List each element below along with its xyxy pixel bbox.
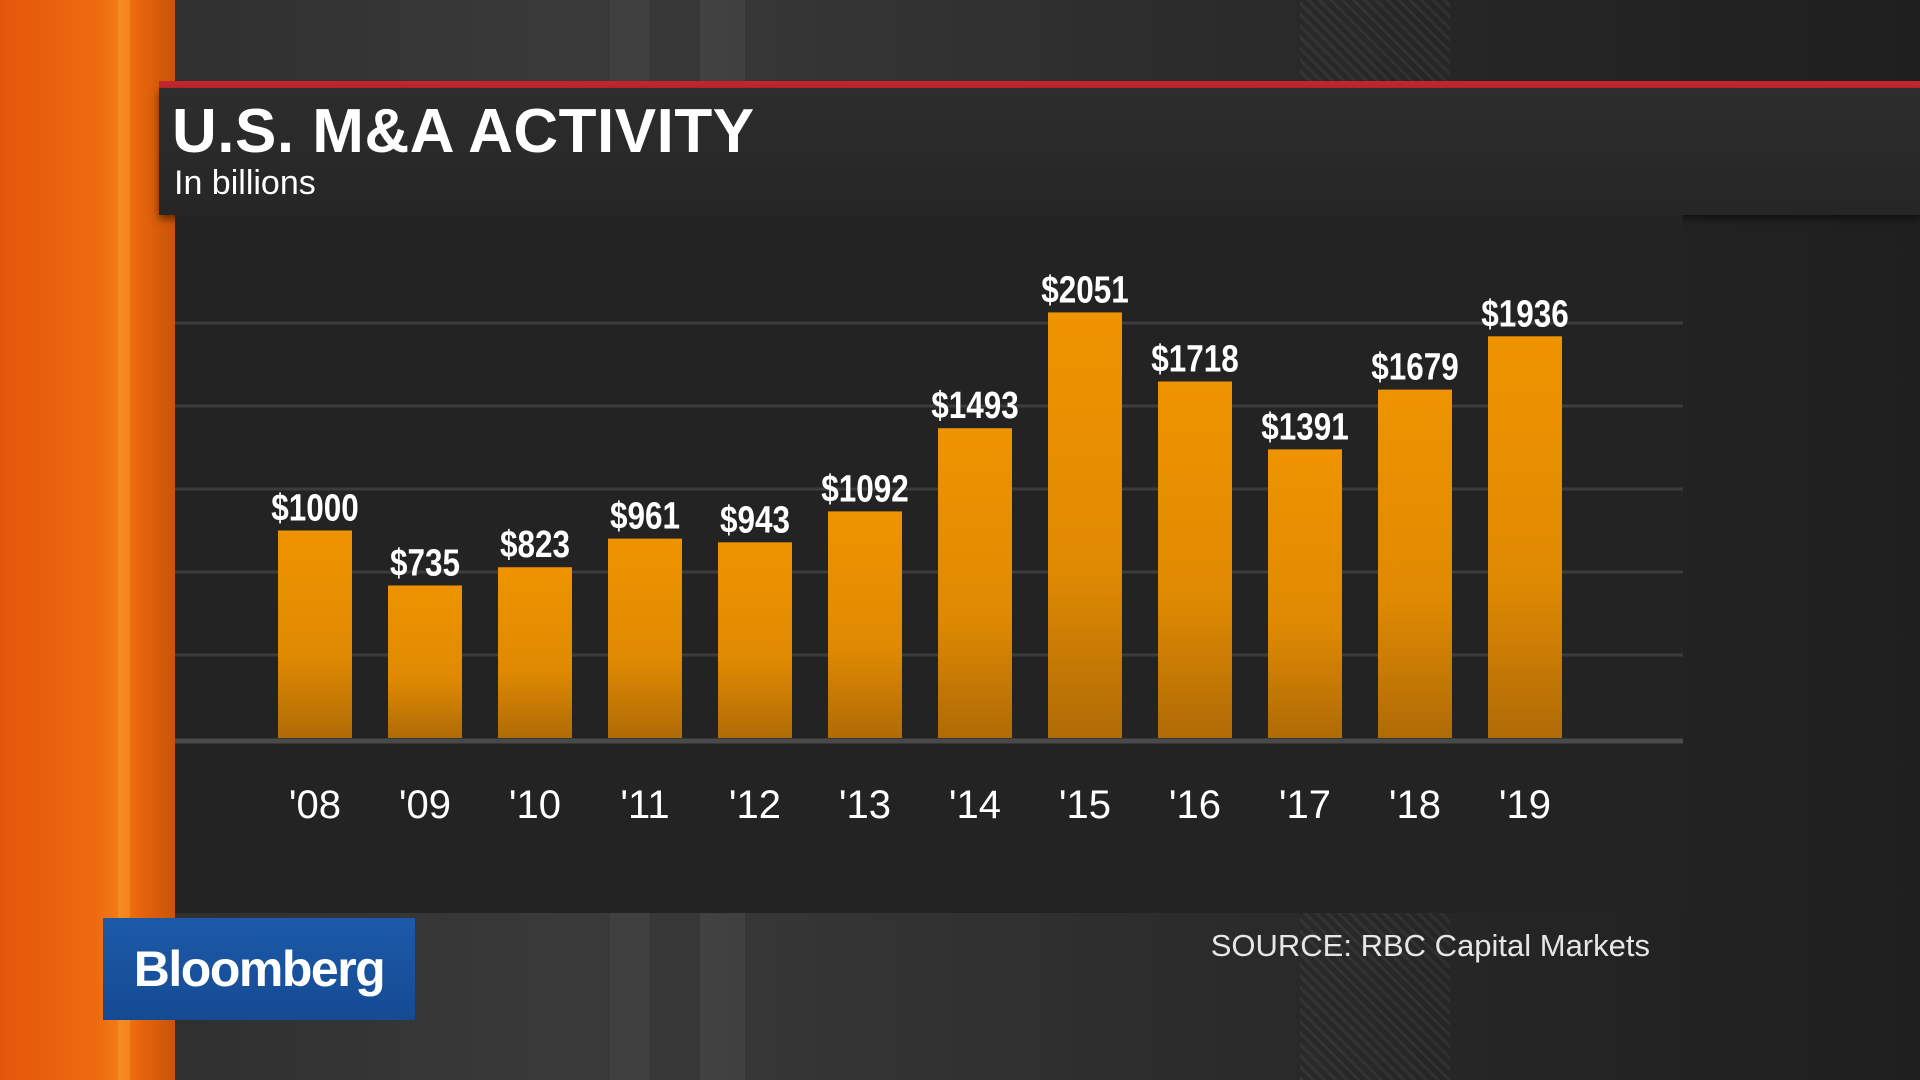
bar-17 xyxy=(1268,449,1342,738)
data-label: $1936 xyxy=(1481,293,1569,335)
bar-13 xyxy=(828,511,902,738)
bloomberg-logo-text: Bloomberg xyxy=(133,941,386,997)
title-accent-line xyxy=(159,81,1920,88)
x-tick-label: '15 xyxy=(1059,783,1111,827)
x-tick-labels: '08 '09 '10 '11 '12 '13 '14 '15 '16 '17 '18 '19 xyxy=(289,783,1551,827)
data-label: $1679 xyxy=(1371,347,1459,389)
x-tick-label: '12 xyxy=(729,783,781,827)
data-label: $1718 xyxy=(1151,339,1239,381)
bar-15 xyxy=(1048,312,1122,738)
x-tick-label: '14 xyxy=(949,783,1001,827)
bars xyxy=(278,312,1562,738)
bar-chart: $1000 $735 $823 $961 $943 $1092 $1493 $2051 $171… xyxy=(175,269,1683,827)
data-labels: $1000 $735 $823 $961 $943 $1092 $1493 $2051 $171… xyxy=(271,269,1569,584)
data-label: $961 xyxy=(610,496,680,538)
x-tick-label: '19 xyxy=(1499,783,1551,827)
bar-09 xyxy=(388,585,462,738)
data-label: $1391 xyxy=(1261,406,1349,448)
data-label: $735 xyxy=(390,542,460,584)
x-tick-label: '09 xyxy=(399,783,451,827)
data-label: $823 xyxy=(500,524,570,566)
source-note: SOURCE: RBC Capital Markets xyxy=(1210,928,1650,963)
bar-18 xyxy=(1378,389,1452,738)
title-panel xyxy=(159,88,1920,215)
x-tick-label: '16 xyxy=(1169,783,1221,827)
data-label: $1092 xyxy=(821,468,909,510)
x-tick-label: '10 xyxy=(509,783,561,827)
data-label: $2051 xyxy=(1041,269,1129,311)
bloomberg-logo: Bloomberg xyxy=(103,918,415,1020)
bar-16 xyxy=(1158,381,1232,738)
x-tick-label: '18 xyxy=(1389,783,1441,827)
bar-14 xyxy=(938,428,1012,738)
orange-side-band xyxy=(0,0,175,1080)
bar-12 xyxy=(718,542,792,738)
chart-title: U.S. M&A ACTIVITY xyxy=(172,97,755,166)
chart-panel: $1000 $735 $823 $961 $943 $1092 $1493 $2051 $171… xyxy=(175,215,1683,913)
x-tick-label: '17 xyxy=(1279,783,1331,827)
data-label: $1493 xyxy=(931,385,1019,427)
x-tick-label: '13 xyxy=(839,783,891,827)
bar-19 xyxy=(1488,336,1562,738)
x-tick-label: '08 xyxy=(289,783,341,827)
bar-08 xyxy=(278,530,352,738)
bar-10 xyxy=(498,567,572,738)
chart-subtitle: In billions xyxy=(174,164,316,202)
data-label: $1000 xyxy=(271,488,359,530)
bar-11 xyxy=(608,538,682,738)
x-tick-label: '11 xyxy=(620,783,669,827)
data-label: $943 xyxy=(720,499,790,541)
